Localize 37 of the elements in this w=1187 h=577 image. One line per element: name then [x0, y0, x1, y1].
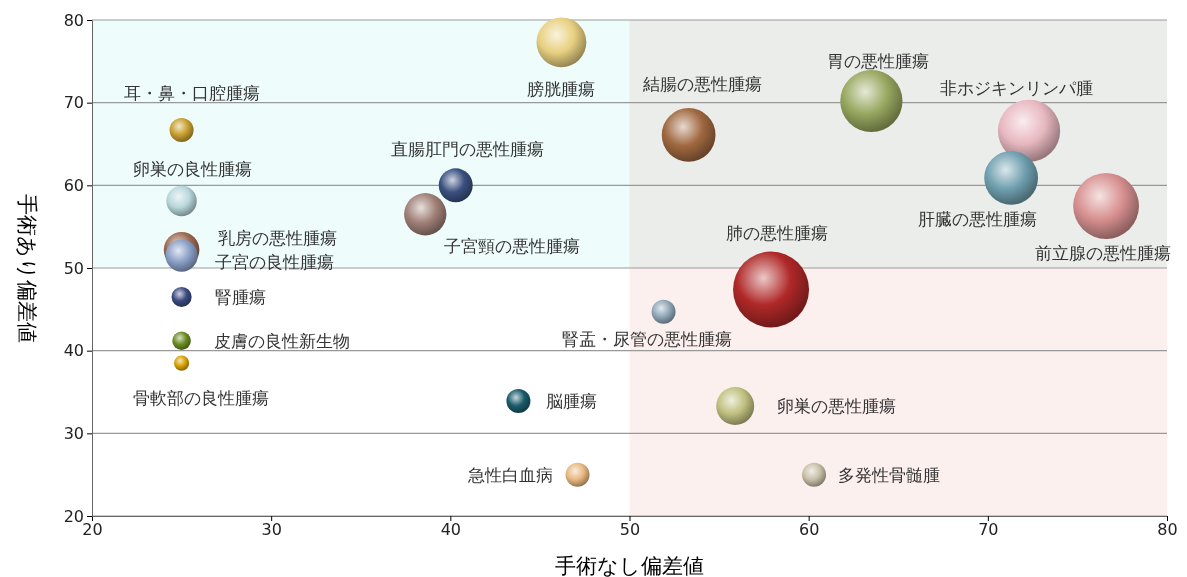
- series-label: 卵巣の良性腫瘍: [133, 158, 253, 179]
- x-tick-label: 30: [261, 520, 282, 540]
- series-label: 非ホジキンリンパ腫: [939, 77, 1093, 98]
- y-tick-label: 50: [63, 258, 84, 278]
- series-label: 卵巣の悪性腫瘍: [777, 396, 897, 416]
- x-tick-label: 50: [619, 520, 641, 540]
- x-tick-label: 80: [1157, 520, 1178, 540]
- y-tick-label: 60: [63, 175, 84, 195]
- series-label: 前立腺の悪性腫瘍: [1035, 242, 1172, 263]
- x-axis-title: 手術なし偏差値: [555, 554, 704, 577]
- series-label: 脳腫瘍: [546, 391, 598, 412]
- series-label: 子宮頸の悪性腫瘍: [444, 236, 581, 257]
- y-tick-label: 30: [63, 423, 84, 443]
- y-tick-label: 80: [63, 10, 84, 30]
- x-tick-label: 20: [82, 520, 103, 540]
- y-tick-label: 20: [63, 506, 84, 526]
- series-label: 子宮の良性腫瘍: [214, 251, 334, 272]
- x-tick-label: 70: [978, 520, 999, 540]
- series-label: 骨軟部の良性腫瘍: [132, 388, 269, 409]
- series-label: 胃の悪性腫瘍: [827, 50, 930, 71]
- series-label: 肺の悪性腫瘍: [726, 223, 829, 244]
- series-label: 乳房の悪性腫瘍: [217, 227, 337, 248]
- series-label: 結腸の悪性腫瘍: [642, 73, 763, 94]
- series-label: 急性白血病: [466, 464, 553, 485]
- series-label: 肝臓の悪性腫瘍: [917, 208, 1037, 229]
- series-label: 膀胱腫瘍: [527, 79, 596, 100]
- y-tick-label: 70: [63, 93, 84, 113]
- series-label: 直腸肛門の悪性腫瘍: [391, 139, 545, 160]
- y-tick-label: 40: [63, 341, 84, 361]
- series-label: 腎盂・尿管の悪性腫瘍: [561, 328, 732, 349]
- y-axis-title: 手術あり偏差値: [15, 193, 39, 343]
- x-tick-label: 60: [798, 520, 820, 540]
- x-tick-label: 40: [440, 520, 462, 540]
- series-label: 多発性骨髄腫: [838, 464, 941, 485]
- series-label: 腎腫瘍: [214, 286, 266, 307]
- series-label: 耳・鼻・口腔腫瘍: [123, 82, 260, 103]
- series-label: 皮膚の良性新生物: [213, 330, 350, 351]
